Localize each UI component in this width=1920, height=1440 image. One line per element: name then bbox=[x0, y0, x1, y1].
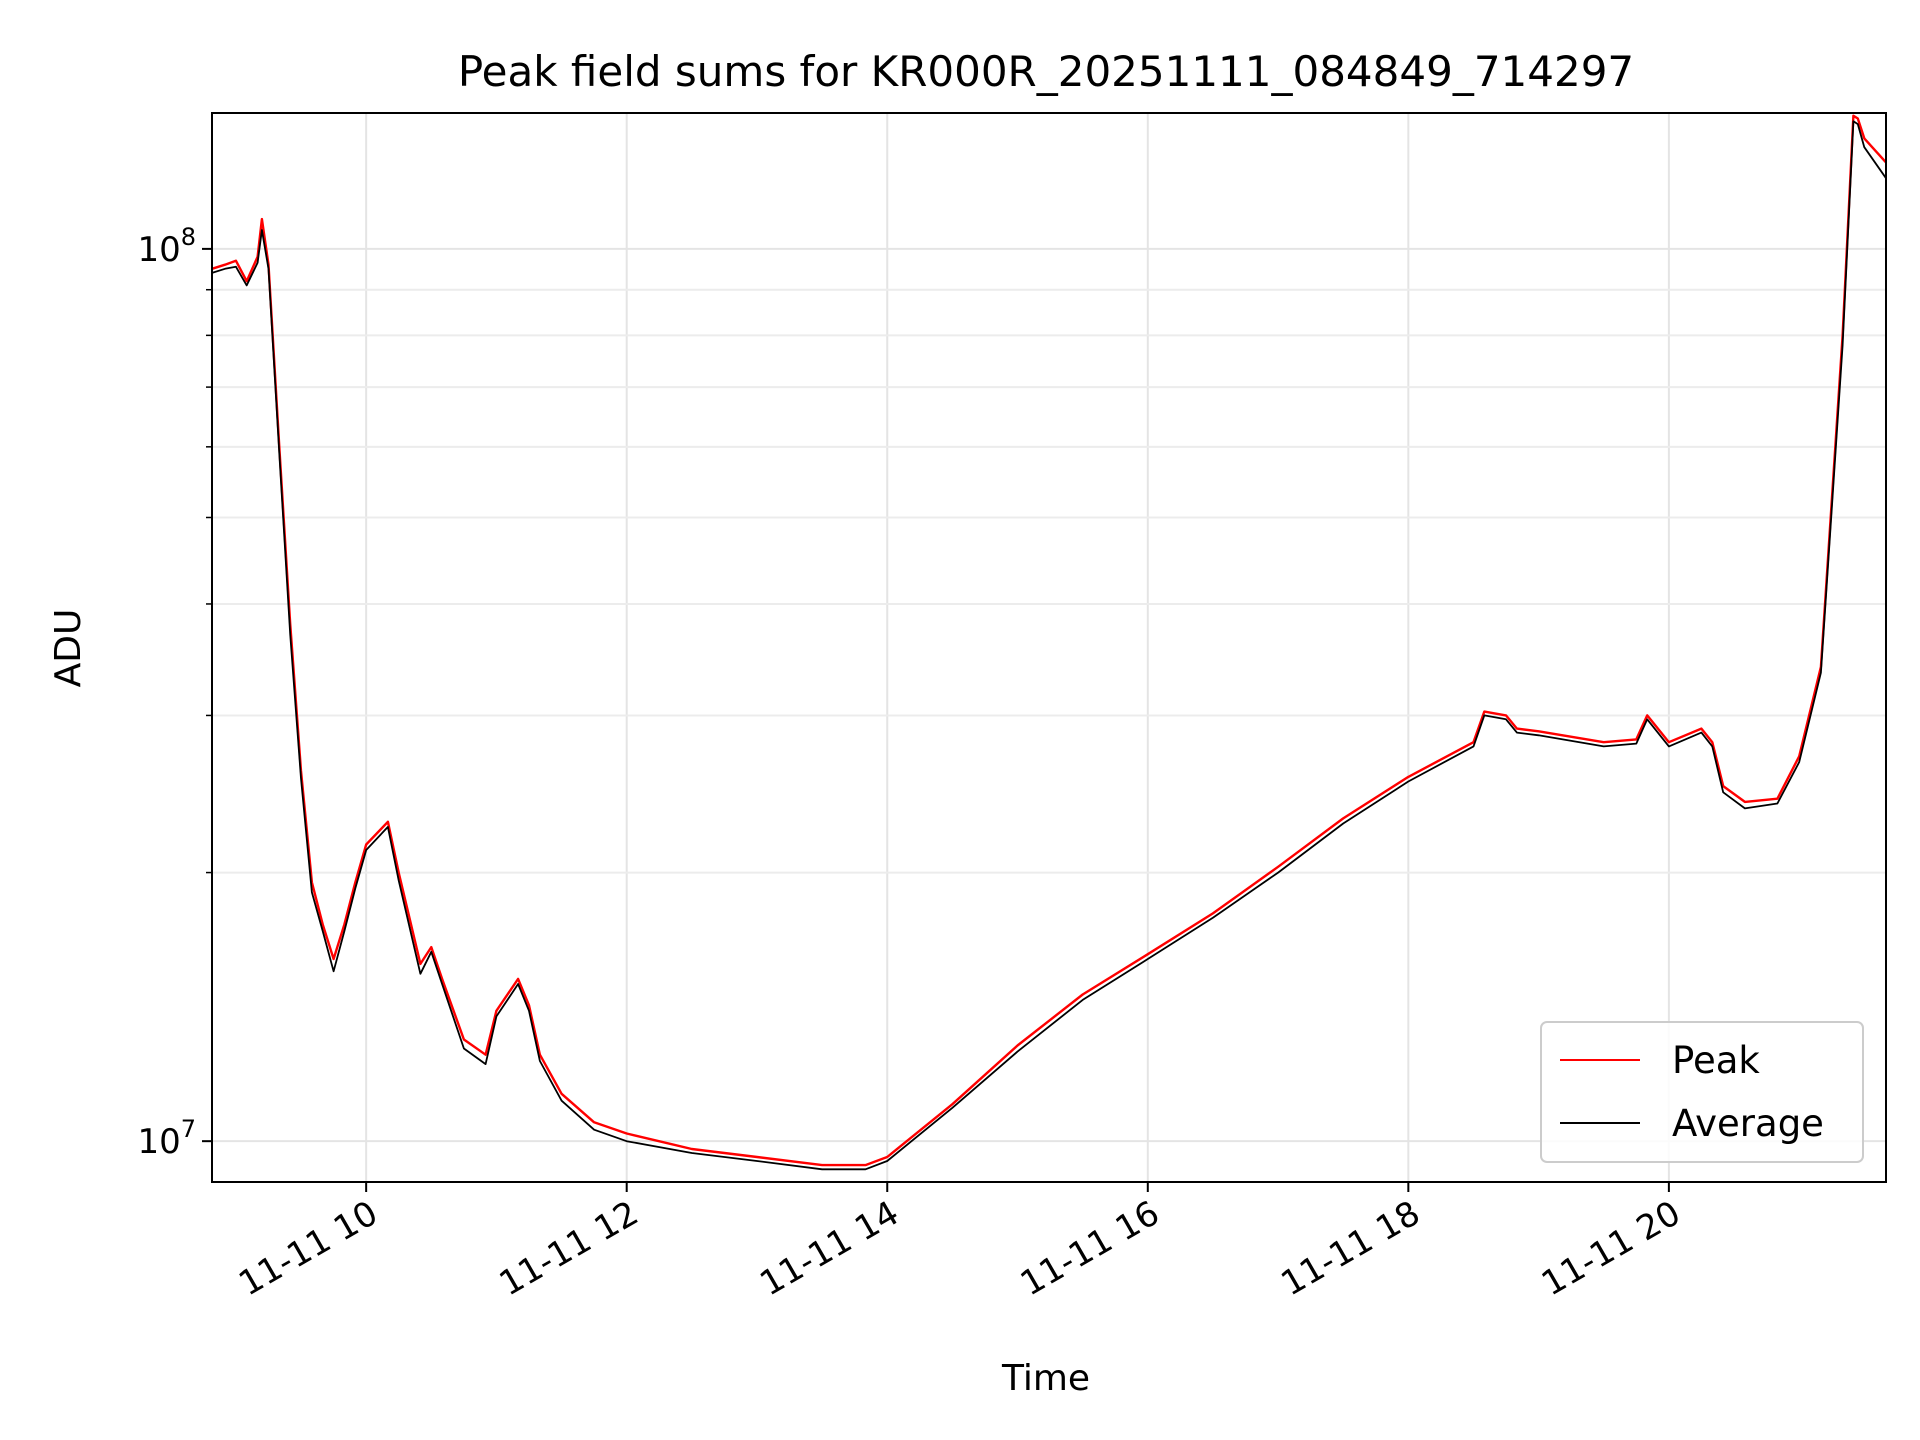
y-axis: 107 108 bbox=[137, 223, 212, 1162]
legend-box bbox=[1540, 1021, 1864, 1163]
legend: Peak Average bbox=[1540, 1021, 1864, 1163]
legend-label-peak: Peak bbox=[1672, 1039, 1760, 1082]
chart-title: Peak field sums for KR000R_20251111_0848… bbox=[458, 47, 1634, 96]
y-axis-label: ADU bbox=[48, 609, 89, 688]
grid bbox=[212, 113, 1886, 1182]
x-axis-label: Time bbox=[1001, 1358, 1090, 1399]
y-tick-label: 107 bbox=[137, 1115, 196, 1162]
series-line-peak bbox=[211, 114, 1887, 1167]
plot-area-frame bbox=[211, 112, 1887, 1183]
series-lines bbox=[211, 114, 1887, 1171]
legend-label-average: Average bbox=[1672, 1102, 1824, 1145]
y-tick-label: 108 bbox=[137, 223, 196, 270]
series-line-average bbox=[211, 120, 1887, 1171]
